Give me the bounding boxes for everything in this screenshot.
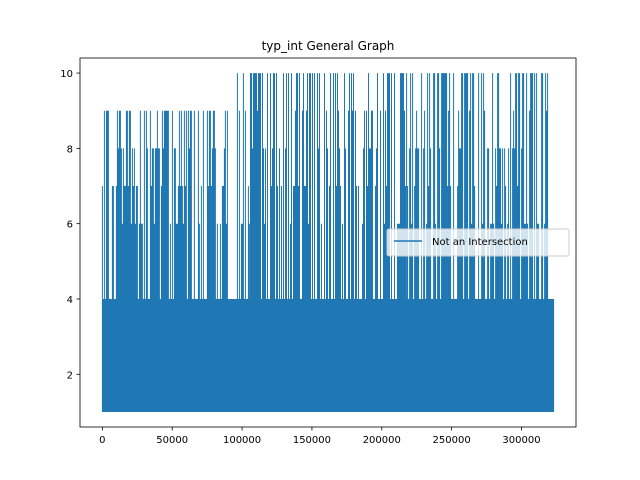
y-tick-label: 8	[67, 144, 73, 155]
x-tick-label: 250000	[433, 435, 471, 446]
axes-border	[79, 57, 577, 428]
x-tick-label: 100000	[223, 435, 261, 446]
x-tick-label: 150000	[293, 435, 331, 446]
y-tick-label: 2	[67, 370, 73, 381]
x-tick-label: 300000	[502, 435, 540, 446]
axes-frame	[79, 57, 577, 428]
y-tick-label: 10	[60, 69, 73, 80]
chart-title: typ_int General Graph	[262, 39, 395, 53]
y-tick-label: 4	[67, 295, 73, 306]
x-axis: 0 50000 100000 150000 200000 250000 300000	[99, 427, 541, 446]
x-tick-label: 50000	[156, 435, 188, 446]
y-axis: 2 4 6 8 10	[60, 69, 80, 381]
legend-box	[386, 228, 570, 257]
series-not-an-intersection	[101, 73, 555, 412]
legend-label: Not an Intersection	[432, 237, 528, 248]
x-tick-label: 200000	[363, 435, 401, 446]
x-tick-label: 0	[99, 435, 105, 446]
legend: Not an Intersection	[386, 228, 570, 257]
y-tick-label: 6	[67, 220, 73, 231]
plot-area	[101, 73, 555, 412]
